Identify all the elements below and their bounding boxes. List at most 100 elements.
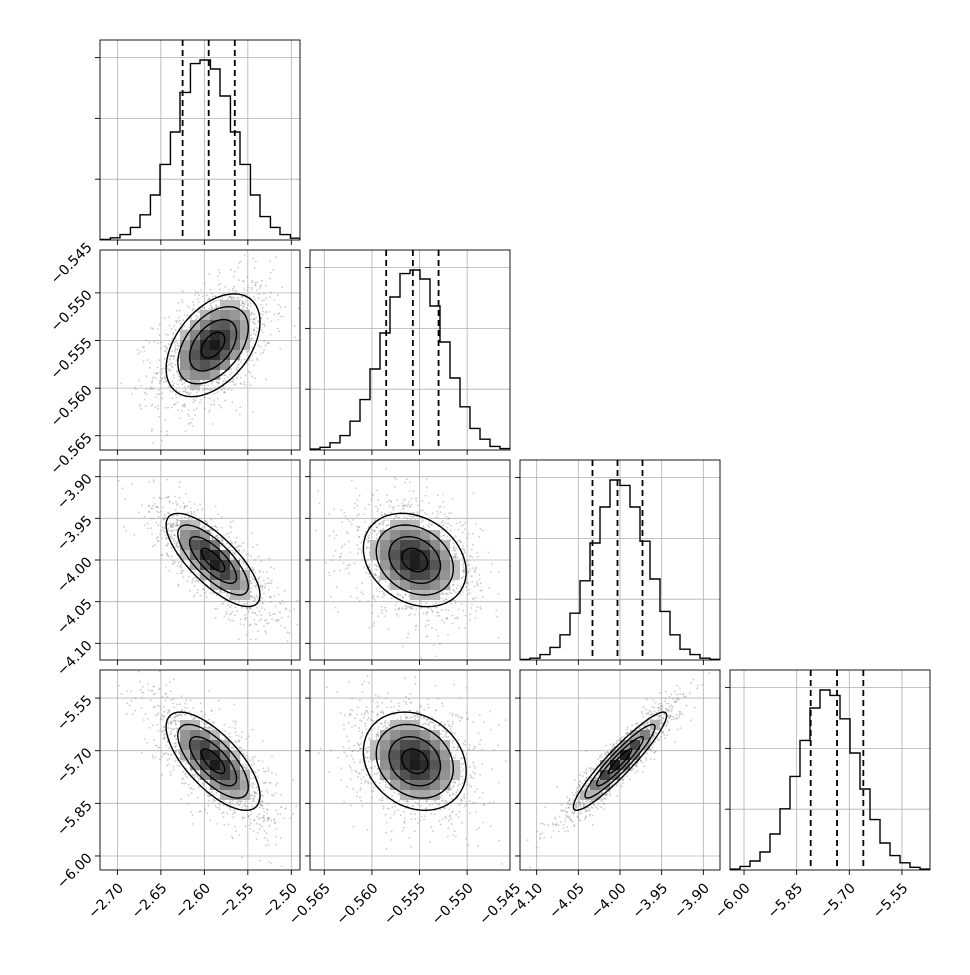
scatter-point [207,385,209,387]
scatter-point [388,499,390,501]
scatter-point [243,381,245,383]
scatter-point [246,351,248,353]
scatter-point [165,685,167,687]
scatter-point [277,294,279,296]
scatter-point [378,580,380,582]
scatter-point [159,380,161,382]
scatter-point [372,529,374,531]
scatter-point [171,391,173,393]
scatter-point [330,596,332,598]
scatter-point [481,590,483,592]
scatter-point [131,483,133,485]
scatter-point [436,655,438,657]
scatter-point [170,365,172,367]
scatter-point [498,637,500,639]
scatter-point [164,419,166,421]
scatter-point [271,863,273,865]
density-cell [430,540,440,550]
scatter-point [453,545,455,547]
scatter-point [179,481,181,483]
scatter-point [232,401,234,403]
scatter-point [188,409,190,411]
scatter-point [237,366,239,368]
scatter-point [276,621,278,623]
scatter-point [465,583,467,585]
scatter-point [363,513,365,515]
scatter-point [217,513,219,515]
scatter-point [250,302,252,304]
scatter-point [149,388,151,390]
scatter-point [355,488,357,490]
scatter-point [199,595,201,597]
scatter-point [175,509,177,511]
scatter-point [248,371,250,373]
scatter-point [161,537,163,539]
scatter-point [254,585,256,587]
scatter-point [214,393,216,395]
scatter-point [439,506,441,508]
scatter-point [368,627,370,629]
scatter-point [265,632,267,634]
scatter-point [259,824,261,826]
scatter-point [417,505,419,507]
scatter-point [463,566,465,568]
scatter-point [159,334,161,336]
scatter-point [210,519,212,521]
scatter-point [364,521,366,523]
scatter-point [151,327,153,329]
scatter-point [476,581,478,583]
scatter-point [196,592,198,594]
scatter-point [447,634,449,636]
scatter-point [177,520,179,522]
scatter-point [182,391,184,393]
scatter-point [206,596,208,598]
scatter-point [172,503,174,505]
scatter-point [174,529,176,531]
scatter-point [414,614,416,616]
scatter-point [348,541,350,543]
scatter-point [263,340,265,342]
scatter-point [269,311,271,313]
scatter-point [219,289,221,291]
density-cell [400,530,410,540]
scatter-point [371,498,373,500]
scatter-point [443,622,445,624]
histogram-step-line [100,60,300,240]
scatter-point [329,575,331,577]
scatter-point [196,579,198,581]
scatter-point [358,548,360,550]
scatter-point [164,350,166,352]
scatter-point [169,502,171,504]
scatter-point [301,622,303,624]
scatter-point [250,596,252,598]
scatter-point [239,414,241,416]
scatter-point [186,392,188,394]
scatter-point [385,468,387,470]
scatter-point [231,605,233,607]
scatter-point [351,523,353,525]
scatter-point [120,383,122,385]
scatter-point [207,299,209,301]
scatter-point [453,547,455,549]
scatter-point [465,586,467,588]
scatter-point [134,387,136,389]
scatter-point [260,353,262,355]
scatter-point [475,567,477,569]
scatter-point [271,619,273,621]
scatter-point [234,542,236,544]
scatter-point [412,608,414,610]
scatter-point [281,865,283,867]
scatter-point [408,596,410,598]
scatter-point [197,316,199,318]
scatter-point [243,562,245,564]
scatter-point [250,814,252,816]
scatter-point [164,514,166,516]
scatter-point [335,550,337,552]
scatter-point [238,360,240,362]
scatter-point [170,754,172,756]
scatter-point [167,528,169,530]
scatter-point [277,328,279,330]
scatter-point [389,505,391,507]
scatter-point [177,584,179,586]
